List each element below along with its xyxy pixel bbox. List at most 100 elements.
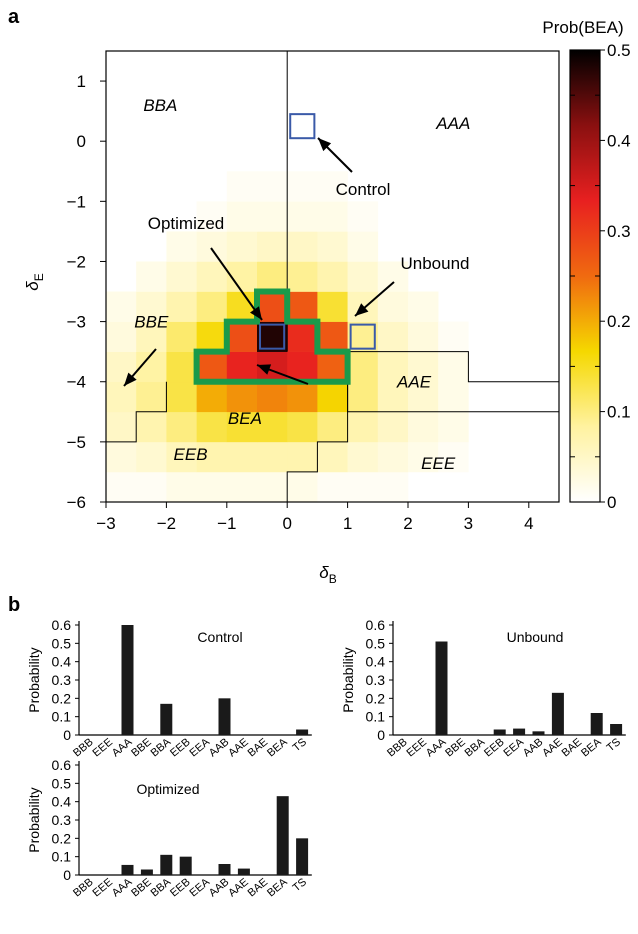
heatmap-cell	[347, 321, 379, 352]
y-tick-label: −4	[67, 373, 86, 392]
bar-y-tick-label: 0.4	[52, 654, 72, 670]
y-tick-label: −3	[67, 313, 86, 332]
x-tick-label: 3	[464, 514, 473, 533]
bar-y-axis-label: Probability	[26, 787, 42, 852]
heatmap-cell	[257, 441, 288, 473]
heatmap-cell	[438, 441, 469, 473]
bar-y-tick-label: 0.3	[52, 812, 72, 828]
region-boundary	[286, 381, 349, 502]
bar-bba	[160, 854, 173, 875]
heatmap-cell	[166, 351, 197, 383]
heatmap-cell	[377, 321, 409, 352]
bar-bea	[276, 796, 289, 875]
heatmap-cell	[377, 441, 409, 473]
y-tick-label: −6	[67, 493, 86, 512]
colorbar-tick-label: 0.3	[607, 222, 631, 241]
heatmap-cell	[196, 351, 228, 383]
x-tick-label: 4	[524, 514, 533, 533]
heatmap-cell	[287, 471, 318, 503]
x-tick-label: −2	[157, 514, 176, 533]
heatmap-cell	[166, 291, 197, 322]
arrow-bbe	[123, 348, 157, 387]
x-axis-label: δB	[319, 563, 336, 586]
heatmap-cell	[287, 321, 318, 352]
heatmap-cell	[257, 471, 288, 503]
region-label-bbe: BBE	[134, 313, 169, 332]
bar-ts	[296, 729, 309, 735]
arrow-unbound-head	[355, 303, 369, 316]
bar-y-tick-label: 0	[63, 727, 71, 743]
region-boundary	[106, 381, 167, 443]
region-label-aaa: AAA	[435, 114, 470, 133]
heatmap-cell	[106, 381, 137, 413]
bar-ts	[296, 838, 309, 875]
bar-y-tick-label: 0.3	[52, 672, 72, 688]
heatmap-cell	[106, 471, 137, 503]
heatmap-cell	[347, 441, 379, 473]
bar-aae	[551, 692, 564, 735]
heatmap-cell	[317, 231, 348, 262]
bar-chart-unbound: 00.10.20.30.40.50.6BBBEEEAAABBEBBAEEBEEA…	[340, 617, 626, 759]
heatmap-cell	[408, 441, 439, 473]
heatmap-cell	[226, 201, 258, 232]
bar-y-tick-label: 0.6	[52, 617, 72, 633]
arrow-control-head	[318, 138, 332, 152]
heatmap-cell	[347, 231, 379, 262]
marker-optimized	[259, 323, 286, 350]
bar-aab	[218, 864, 231, 875]
y-tick-label: 0	[77, 132, 86, 151]
bar-chart-optimized: 00.10.20.30.40.50.6BBBEEEAAABBEBBAEEBEEA…	[26, 757, 312, 899]
heatmap-cell	[106, 321, 137, 352]
region-label-eeb: EEB	[174, 445, 208, 464]
heatmap-cell	[196, 321, 228, 352]
bar-y-tick-label: 0.2	[366, 690, 386, 706]
y-tick-label: −5	[67, 433, 86, 452]
bar-y-tick-label: 0.2	[52, 830, 72, 846]
heatmap-cell	[287, 261, 318, 292]
bar-y-tick-label: 0.4	[366, 654, 386, 670]
heatmap-cell	[166, 411, 197, 443]
heatmap-cells	[106, 51, 559, 503]
bar-y-tick-label: 0.6	[52, 757, 72, 773]
heatmap-cell	[196, 471, 228, 503]
heatmap-cell	[287, 441, 318, 473]
panel-label-b: b	[8, 594, 21, 616]
arrow-unbound	[354, 281, 395, 317]
y-tick-label: −1	[67, 192, 86, 211]
bar-x-tick-label: BEA	[265, 876, 290, 900]
heatmap-cell	[438, 411, 469, 443]
heatmap-cell	[106, 291, 137, 322]
bar-y-tick-label: 0.1	[366, 709, 386, 725]
heatmap-cell	[287, 231, 318, 262]
heatmap-cell	[196, 201, 228, 232]
heatmap-cell	[408, 351, 439, 383]
bar-x-tick-label: TS	[291, 736, 309, 754]
bar-bea	[590, 713, 603, 735]
colorbar-tick-label: 0.4	[607, 131, 631, 150]
bar-chart-control: 00.10.20.30.40.50.6BBBEEEAAABBEBBAEEBEEA…	[26, 617, 312, 759]
heatmap-cell	[226, 171, 258, 202]
colorbar-tick-label: 0	[607, 493, 616, 512]
bar-aaa	[121, 625, 134, 735]
heatmap-cell	[347, 411, 379, 443]
heatmap-cell	[257, 381, 288, 413]
bar-aab	[532, 731, 545, 735]
heatmap-cell	[166, 471, 197, 503]
heatmap-cell	[408, 411, 439, 443]
x-tick-label: 1	[343, 514, 352, 533]
heatmap-cell	[347, 381, 379, 413]
bar-y-tick-label: 0	[377, 727, 385, 743]
heatmap-cell	[317, 291, 348, 322]
x-tick-label: 0	[282, 514, 291, 533]
heatmap-cell	[226, 231, 258, 262]
heatmap-cell	[196, 411, 228, 443]
bar-y-tick-label: 0.4	[52, 794, 72, 810]
marker-unbound	[349, 323, 376, 350]
heatmap-cell	[317, 201, 348, 232]
heatmap-cell	[347, 471, 379, 503]
heatmap-cell	[196, 261, 228, 292]
heatmap-cell	[287, 171, 318, 202]
arrow-optimized	[210, 247, 263, 321]
panel-label-a: a	[8, 6, 20, 28]
